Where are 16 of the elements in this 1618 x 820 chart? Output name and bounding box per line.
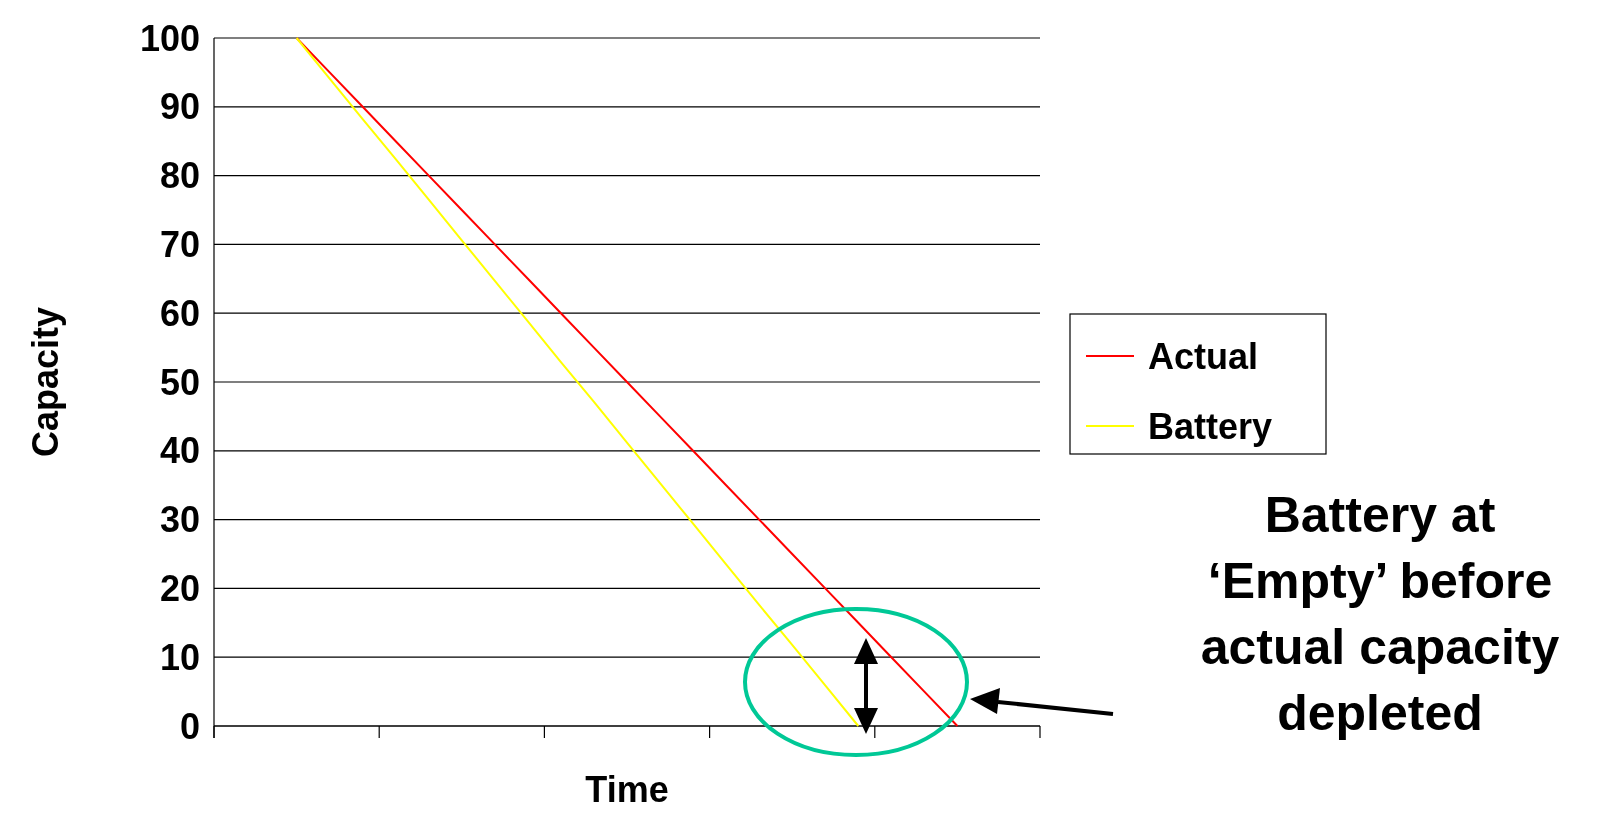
y-tick-label: 0 — [179, 705, 200, 747]
legend-label: Actual — [1148, 335, 1259, 377]
y-tick-label: 100 — [139, 17, 200, 59]
legend-label: Battery — [1148, 405, 1273, 447]
text: Battery at ‘Empty’ before actual capacity depleted — [1200, 487, 1560, 741]
y-tick-label: 70 — [159, 223, 200, 265]
y-tick-label: 30 — [159, 499, 200, 541]
x-axis-title: Time — [585, 769, 669, 810]
y-tick-label: 90 — [159, 86, 200, 128]
y-tick-label: 20 — [159, 567, 200, 609]
y-tick-label: 80 — [159, 155, 200, 197]
y-axis-title: Capacity — [25, 306, 66, 458]
y-tick-label: 50 — [159, 361, 200, 403]
y-tick-label: 60 — [159, 292, 200, 334]
y-tick-label: 10 — [159, 636, 200, 678]
y-tick-label: 40 — [159, 430, 200, 472]
